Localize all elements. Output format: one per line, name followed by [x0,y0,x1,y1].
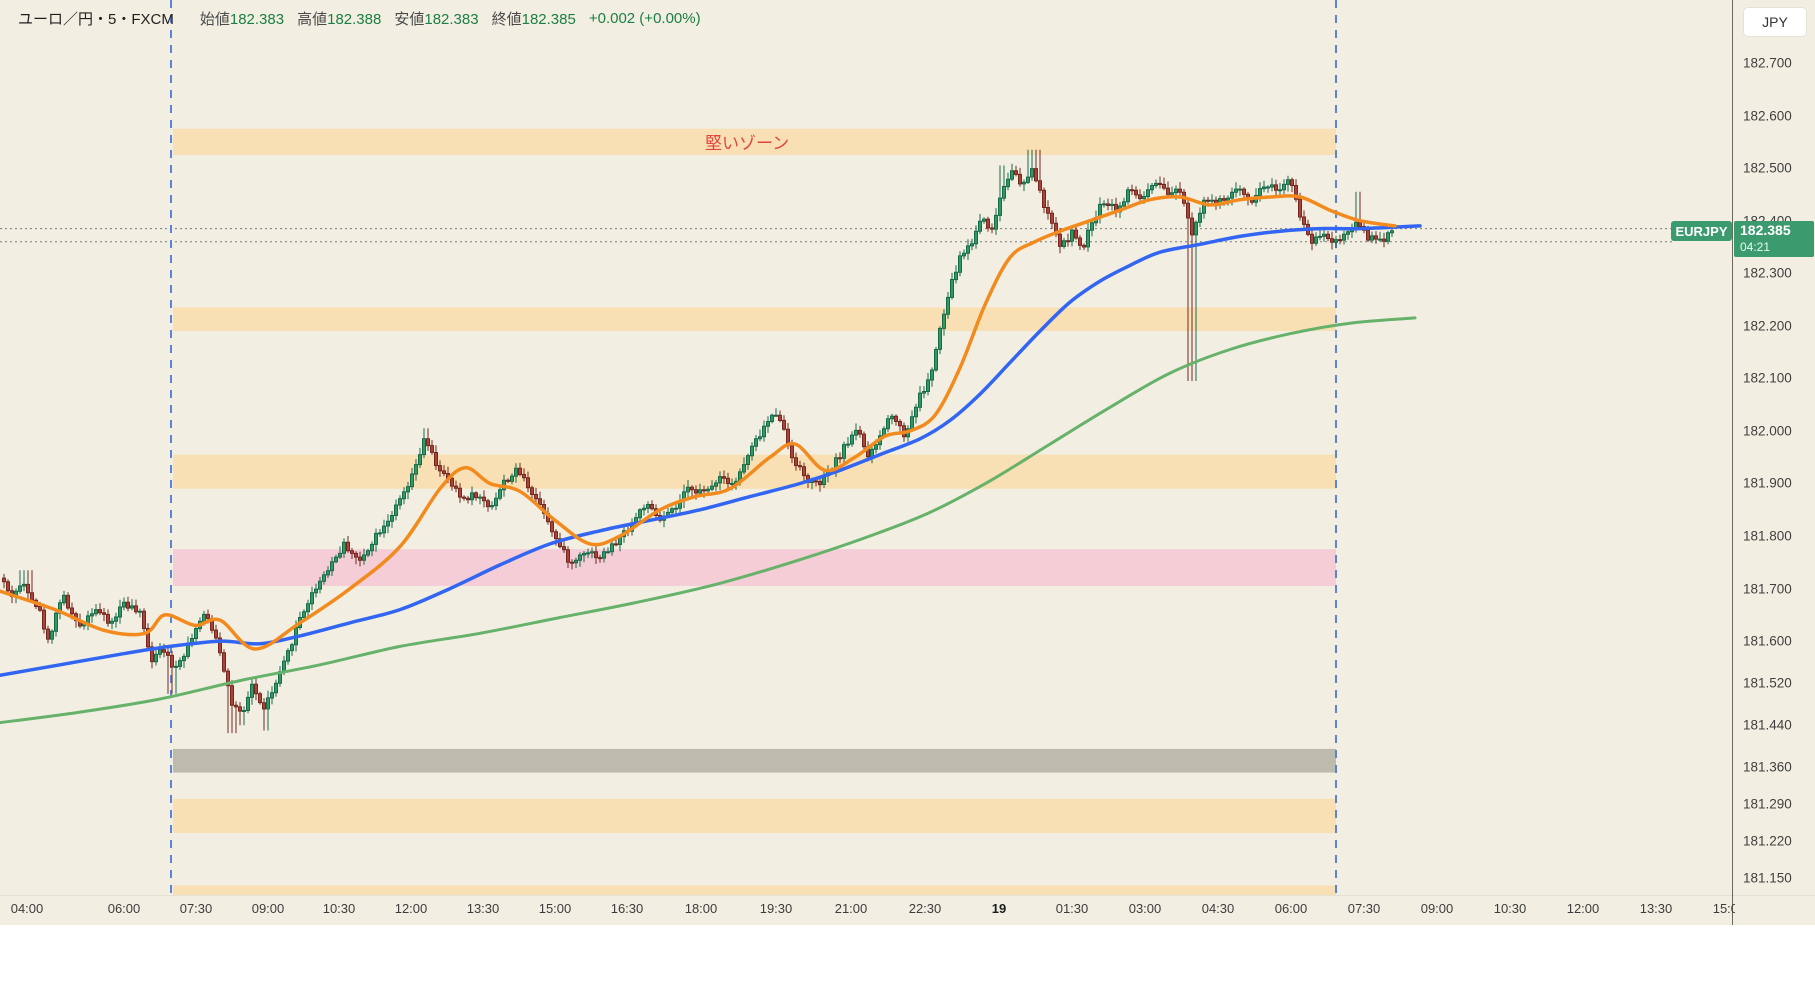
time-axis-label: 22:30 [908,901,942,916]
time-axis-label: 10:30 [1493,901,1527,916]
time-axis-label: 09:00 [251,901,285,916]
price-axis-label: 181.900 [1743,475,1792,491]
price-axis-label: 181.600 [1743,633,1792,649]
candlestick-chart-canvas[interactable] [0,0,1732,895]
time-axis-label: 04:30 [1201,901,1235,916]
ma-slow-green[interactable] [0,316,1417,725]
last-price-countdown-flag[interactable]: 182.385 04:21 [1734,221,1814,257]
time-axis-label: 04:00 [10,901,44,916]
price-axis-label: 182.500 [1743,160,1792,176]
price-axis-label: 182.600 [1743,108,1792,124]
ma-mid-blue[interactable] [0,224,1422,678]
change-value: +0.002 (+0.00%) [588,9,701,27]
price-zone-1[interactable] [173,307,1336,332]
time-axis-label: 13:30 [466,901,500,916]
time-axis-label: 07:30 [1347,901,1381,916]
price-zone-0[interactable] [173,128,1336,155]
price-axis-label: 182.700 [1743,55,1792,71]
price-zone-6[interactable] [173,885,1336,895]
close-value: 終値182.385 [491,10,576,28]
low-value: 安値182.383 [394,10,479,28]
zone-annotation-text[interactable]: 堅いゾーン [705,134,790,153]
time-axis-border [0,895,1815,896]
price-axis-border [1732,0,1733,925]
time-axis-label: 12:00 [394,901,428,916]
up-candle-wicks [15,149,1393,731]
price-axis-label: 181.700 [1743,581,1792,597]
price-axis-label: 181.290 [1743,796,1792,812]
time-axis-label: 21:00 [834,901,868,916]
price-zone-3[interactable] [173,549,1336,586]
time-axis-label: 16:30 [610,901,644,916]
time-axis[interactable]: 04:00 06:00 07:30 09:00 10:30 12:00 13:30 15:00… [0,895,1735,925]
bar-countdown: 04:21 [1740,240,1771,254]
price-axis-label: 181.220 [1743,833,1792,849]
open-value: 始値182.383 [199,10,285,28]
up-candle-bodies[interactable] [14,168,1394,712]
ma-fast-orange[interactable] [0,194,1397,651]
price-axis-label: 181.150 [1743,870,1792,886]
symbol-price-flag[interactable]: EURJPY [1671,221,1732,241]
currency-button[interactable]: JPY [1744,8,1806,36]
time-axis-label: 19:30 [759,901,793,916]
down-candle-wicks [3,149,1385,734]
time-axis-label: 01:30 [1055,901,1089,916]
time-axis-label: 06:00 [107,901,141,916]
price-axis-label: 182.100 [1743,370,1792,386]
last-price-value: 182.385 [1740,222,1791,238]
price-axis-label: 182.300 [1743,265,1792,281]
price-zone-5[interactable] [173,798,1336,834]
price-axis-label: 181.800 [1743,528,1792,544]
time-axis-label: 15:00 [1712,901,1735,916]
time-axis-label: 03:00 [1128,901,1162,916]
time-axis-label: 18:00 [684,901,718,916]
price-axis-label: 182.000 [1743,423,1792,439]
symbol-title[interactable]: ユーロ／円・5・FXCM [18,10,174,28]
high-value: 高値182.388 [297,10,382,28]
time-axis-label: 19 [991,901,1007,916]
price-zone-4[interactable] [173,748,1336,773]
footer-bar: TradingView [0,925,1815,1002]
price-axis-label: 182.200 [1743,318,1792,334]
time-axis-label: 09:00 [1420,901,1454,916]
price-axis-label: 181.520 [1743,675,1792,691]
time-axis-label: 12:00 [1566,901,1600,916]
time-axis-label: 10:30 [322,901,356,916]
time-axis-label: 13:30 [1639,901,1673,916]
price-axis-label: 181.360 [1743,759,1792,775]
price-axis-label: 181.440 [1743,717,1792,733]
time-axis-label: 15:00 [538,901,572,916]
time-axis-label: 07:30 [179,901,213,916]
time-axis-label: 06:00 [1274,901,1308,916]
chart-legend-header: ユーロ／円・5・FXCM 始値182.383 高値182.388 安値182.3… [18,8,701,28]
